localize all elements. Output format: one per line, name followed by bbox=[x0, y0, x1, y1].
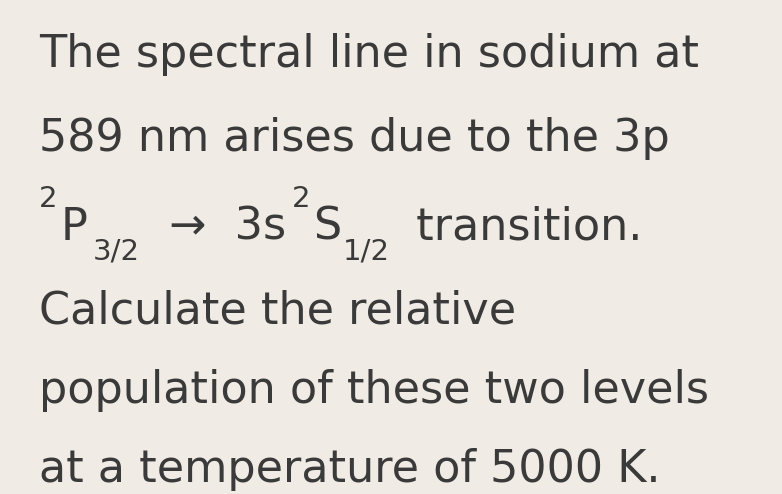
Text: 3/2: 3/2 bbox=[92, 237, 139, 265]
Text: →  3s: → 3s bbox=[155, 206, 300, 248]
Text: population of these two levels: population of these two levels bbox=[39, 369, 709, 412]
Text: The spectral line in sodium at: The spectral line in sodium at bbox=[39, 33, 699, 76]
Text: 2: 2 bbox=[292, 185, 310, 213]
Text: Calculate the relative: Calculate the relative bbox=[39, 289, 516, 332]
Text: 589 nm arises due to the 3p: 589 nm arises due to the 3p bbox=[39, 117, 670, 160]
Text: transition.: transition. bbox=[402, 206, 642, 248]
Text: P: P bbox=[61, 206, 88, 248]
Text: at a temperature of 5000 K.: at a temperature of 5000 K. bbox=[39, 448, 661, 491]
Text: 1/2: 1/2 bbox=[343, 237, 390, 265]
Text: 2: 2 bbox=[39, 185, 58, 213]
Text: S: S bbox=[314, 206, 342, 248]
